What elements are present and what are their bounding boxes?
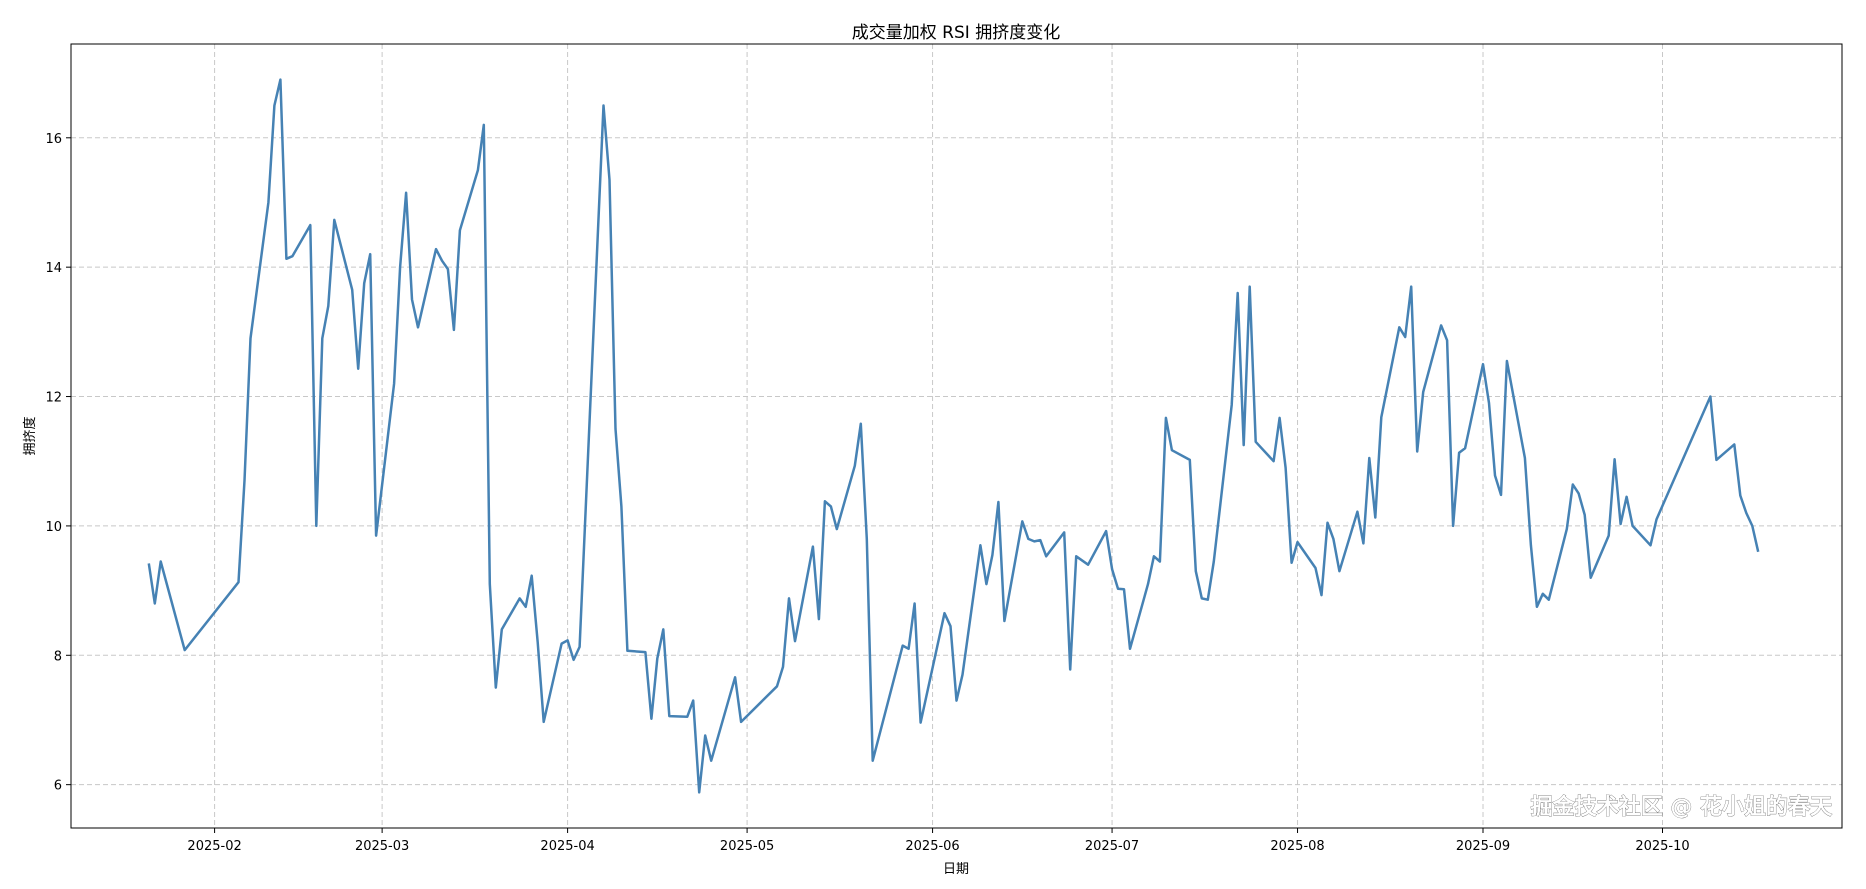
x-tick-label: 2025-07 [1085, 839, 1139, 854]
chart-title: 成交量加权 RSI 拥挤度变化 [852, 23, 1060, 43]
x-tick-label: 2025-05 [720, 839, 774, 854]
x-tick-label: 2025-02 [187, 839, 241, 854]
y-tick-label: 8 [54, 649, 62, 664]
plot-area-frame [71, 44, 1842, 828]
grid-lines [71, 44, 1842, 828]
x-axis-ticks: 2025-02 2025-03 2025-04 2025-05 2025-06 2025-… [187, 828, 1689, 854]
watermark: 掘金技术社区 @ 花小姐的春天 [1531, 794, 1833, 820]
x-tick-label: 2025-09 [1456, 839, 1510, 854]
y-tick-label: 14 [45, 261, 62, 276]
y-tick-label: 16 [45, 132, 62, 147]
y-tick-label: 6 [54, 779, 62, 794]
y-axis-ticks: 6 8 10 12 14 16 [45, 132, 71, 794]
series-line-crowding [149, 80, 1758, 793]
y-tick-label: 12 [45, 391, 62, 406]
x-tick-label: 2025-06 [905, 839, 959, 854]
y-tick-label: 10 [45, 520, 62, 535]
series-points [149, 79, 1759, 792]
x-axis-label: 日期 [943, 862, 969, 877]
y-axis-label: 拥挤度 [22, 416, 38, 455]
x-tick-label: 2025-10 [1635, 839, 1689, 854]
x-tick-label: 2025-08 [1270, 839, 1324, 854]
x-tick-label: 2025-04 [540, 839, 594, 854]
x-tick-label: 2025-03 [355, 839, 409, 854]
